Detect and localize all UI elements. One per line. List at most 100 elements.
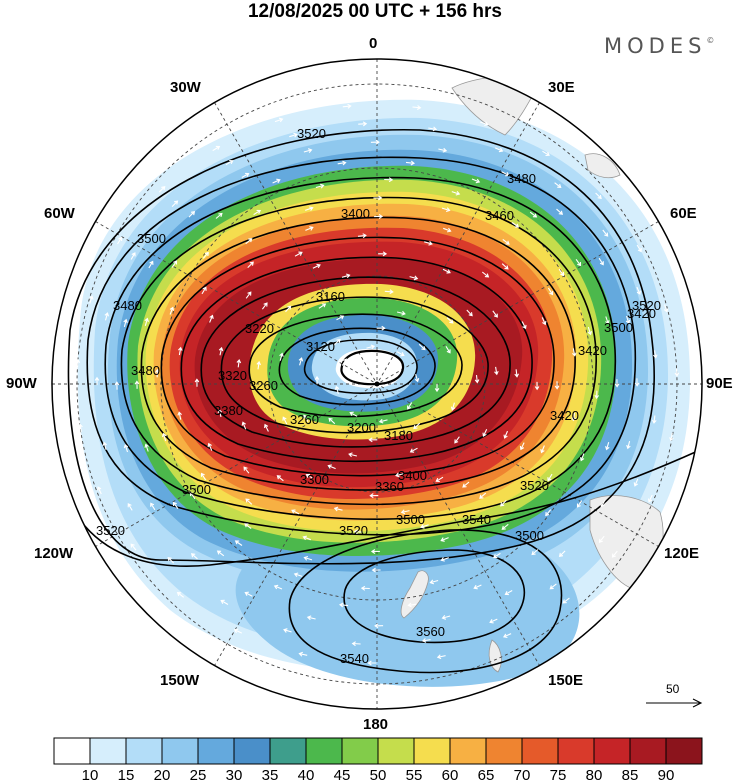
wind-arrow: [216, 550, 225, 557]
wind-arrow: [273, 584, 283, 590]
wind-arrow: [579, 453, 585, 462]
wind-arrow: [674, 368, 680, 377]
wind-arrow: [303, 555, 313, 561]
colorbar-tick-label: 30: [226, 767, 243, 782]
contour-label: 3560: [416, 624, 445, 639]
colorbar-tick-label: 15: [118, 767, 135, 782]
wind-arrow: [218, 346, 224, 356]
wind-arrow: [489, 618, 498, 624]
wind-arrow: [233, 628, 243, 634]
contour-label: 3500: [604, 320, 633, 335]
wind-arrow: [503, 430, 509, 439]
lon-label-0: 0: [369, 35, 378, 52]
wind-arrow: [148, 260, 154, 269]
contour-label: 3360: [375, 479, 404, 494]
lon-label-90w: 90W: [6, 375, 37, 392]
wind-arrow: [220, 599, 229, 605]
contour-label: 3260: [249, 378, 278, 393]
wind-arrow: [414, 374, 420, 383]
wind-arrow: [189, 491, 196, 500]
colorbar-ticks: 10 15 20 25 30 35 40 45 50 55 60 65 70 75 80 85 90: [82, 767, 675, 782]
wind-arrow: [494, 147, 504, 153]
wind-arrow: [298, 651, 308, 657]
land-new-zealand: [400, 570, 429, 619]
wind-arrow: [598, 257, 604, 266]
land-island-east: [584, 153, 621, 179]
wind-arrow: [289, 132, 298, 138]
wind-arrow: [500, 500, 507, 507]
wind-arrow: [369, 493, 379, 499]
wind-arrow: [291, 509, 300, 515]
colorbar-box: [413, 737, 451, 765]
wind-arrow: [482, 429, 488, 438]
wind-arrow: [626, 440, 631, 450]
wind-arrow: [663, 304, 669, 313]
wind-arrow: [241, 172, 250, 178]
map-boundary: [51, 58, 703, 710]
contour-label: 3520: [297, 126, 326, 141]
wind-arrow: [245, 238, 253, 245]
lon-label-90e: 90E: [706, 375, 733, 392]
wind-arrow: [357, 233, 367, 239]
wind-arrow: [436, 654, 446, 660]
wind-arrow: [421, 638, 431, 643]
wind-arrow: [370, 139, 380, 145]
wind-arrow: [130, 543, 137, 551]
wind-arrow: [102, 441, 107, 450]
colorbar-tick-label: 80: [586, 767, 603, 782]
wind-arrow: [441, 615, 451, 620]
wind-arrow: [576, 500, 583, 508]
wind-arrow: [614, 379, 620, 388]
colorbar-box: [485, 737, 523, 765]
wind-arrow: [562, 597, 570, 604]
wind-arrow: [479, 492, 487, 499]
wind-arrow: [241, 421, 247, 430]
contour-label: 3500: [182, 482, 211, 497]
wind-arrow: [409, 447, 418, 453]
wind-arrow: [167, 557, 175, 564]
wind-arrow: [549, 583, 557, 590]
wind-arrow: [245, 291, 252, 299]
wind-arrow: [367, 660, 377, 666]
wind-arrow: [418, 343, 426, 351]
wind-arrow: [341, 358, 347, 366]
colorbar-tick-label: 10: [82, 767, 99, 782]
wind-arrow: [407, 402, 413, 410]
wind-arrow: [572, 348, 577, 357]
wind-arrow: [360, 585, 370, 591]
wind-arrow: [234, 540, 243, 546]
colorbar-boxes: [53, 737, 703, 765]
wind-arrow: [442, 268, 451, 274]
colorbar-tick-label: 60: [442, 767, 459, 782]
wind-arrow: [144, 317, 149, 326]
wind-arrow: [171, 260, 178, 268]
wind-arrow: [647, 494, 653, 503]
lon-label-120e: 120E: [664, 545, 700, 562]
wind-arrow: [428, 126, 438, 132]
wind-arrow: [547, 473, 553, 482]
wind-arrow: [217, 408, 223, 418]
wind-arrow: [348, 452, 358, 458]
wind-arrow: [440, 537, 449, 542]
map-title: 12/08/2025 00 UTC + 156 hrs: [247, 1, 503, 22]
wind-arrow: [633, 478, 639, 487]
contour-label: 3420: [550, 408, 579, 423]
wind-arrow: [176, 592, 185, 598]
wind-arrow: [305, 206, 314, 211]
wind-arrow: [542, 150, 550, 157]
wind-arrow: [424, 240, 433, 246]
wind-arrow: [247, 261, 254, 268]
wind-arrow: [575, 258, 582, 267]
wind-arrow: [378, 418, 388, 424]
wind-arrow: [502, 633, 512, 639]
wind-arrow: [440, 557, 449, 562]
wind-arrow: [328, 417, 336, 425]
contour-label: 3520: [632, 298, 661, 313]
contour-labels: 3520 3480 3460 3400 3500 3480 3420 3160 3120 3220…: [96, 126, 661, 666]
wind-arrow: [492, 310, 498, 318]
wind-arrow: [435, 476, 444, 483]
wind-arrow: [409, 275, 419, 281]
wind-arrow: [336, 315, 345, 321]
wind-arrow: [605, 442, 610, 451]
wind-arrow: [144, 443, 149, 452]
